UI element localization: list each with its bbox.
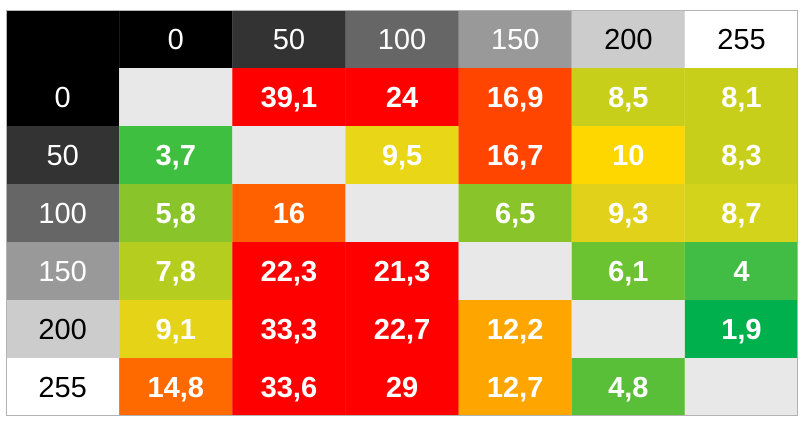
heatmap-corner (6, 10, 120, 68)
heatmap-cell (684, 68, 798, 126)
row-header-label: 0 (55, 82, 71, 114)
heatmap-cell (345, 358, 459, 416)
cell-value-label: 10 (612, 140, 644, 172)
heatmap-cell (458, 184, 572, 242)
row-header-cell (6, 68, 120, 126)
cell-value-label: 14,8 (147, 372, 203, 404)
cell-value-label: 12,7 (487, 372, 543, 404)
row-header-label: 255 (38, 372, 86, 404)
heatmap-cell (119, 68, 233, 126)
cell-value-label: 21,3 (374, 256, 430, 288)
heatmap-cell (458, 126, 572, 184)
heatmap-cell (684, 242, 798, 300)
heatmap-cell (571, 68, 685, 126)
cell-value-label: 4 (733, 256, 749, 288)
cell-value-label: 22,3 (261, 256, 317, 288)
column-header-label: 150 (491, 24, 539, 56)
cell-value-label: 8,3 (721, 140, 761, 172)
row-header-label: 200 (38, 314, 86, 346)
heatmap-cell (345, 300, 459, 358)
heatmap-cell (458, 242, 572, 300)
heatmap-border (6, 10, 798, 416)
cell-value-label: 9,1 (156, 314, 196, 346)
row-header-cell (6, 358, 120, 416)
column-header-cell (458, 10, 572, 68)
column-header-label: 0 (168, 24, 184, 56)
heatmap-cell (232, 358, 346, 416)
heatmap-cell (458, 68, 572, 126)
column-header-label: 50 (273, 24, 305, 56)
heatmap-cell (571, 300, 685, 358)
cell-value-label: 8,7 (721, 198, 761, 230)
row-header-label: 100 (38, 198, 86, 230)
heatmap-cell (458, 358, 572, 416)
heatmap-cell (232, 126, 346, 184)
heatmap-cell (119, 300, 233, 358)
heatmap-cell (119, 242, 233, 300)
cell-value-label: 16,7 (487, 140, 543, 172)
heatmap-cell (232, 184, 346, 242)
cell-value-label: 16 (273, 198, 305, 230)
heatmap-cell (345, 126, 459, 184)
cell-value-label: 33,3 (261, 314, 317, 346)
cell-value-label: 7,8 (156, 256, 196, 288)
column-header-label: 200 (604, 24, 652, 56)
heatmap-cell (571, 184, 685, 242)
heatmap-cell (458, 300, 572, 358)
row-header-cell (6, 242, 120, 300)
heatmap-cell (345, 242, 459, 300)
row-header-cell (6, 126, 120, 184)
column-header-label: 100 (378, 24, 426, 56)
column-header-cell (345, 10, 459, 68)
cell-value-label: 9,3 (608, 198, 648, 230)
cell-value-label: 8,5 (608, 82, 648, 114)
heatmap-cell (119, 184, 233, 242)
heatmap-cell (119, 358, 233, 416)
heatmap-cell (345, 68, 459, 126)
heatmap-cell (684, 184, 798, 242)
cell-value-label: 33,6 (261, 372, 317, 404)
column-header-cell (232, 10, 346, 68)
row-header-label: 150 (38, 256, 86, 288)
cell-value-label: 39,1 (261, 82, 317, 114)
heatmap-cell (571, 358, 685, 416)
heatmap-chart: 0 50 100 150 200 255 0 50 100 150 200 255 39,1 24 16,9… (6, 10, 798, 416)
row-header-cell (6, 300, 120, 358)
heatmap-cell (684, 358, 798, 416)
row-header-cell (6, 184, 120, 242)
column-header-cell (684, 10, 798, 68)
cell-value-label: 24 (386, 82, 418, 114)
cell-value-label: 9,5 (382, 140, 422, 172)
cell-value-label: 1,9 (721, 314, 761, 346)
heatmap-cell (232, 242, 346, 300)
heatmap-cell (345, 184, 459, 242)
heatmap-cell (684, 300, 798, 358)
cell-value-label: 29 (386, 372, 418, 404)
cell-value-label: 4,8 (608, 372, 648, 404)
cell-value-label: 6,5 (495, 198, 535, 230)
cell-value-label: 5,8 (156, 198, 196, 230)
cell-value-label: 3,7 (156, 140, 196, 172)
row-header-label: 50 (46, 140, 78, 172)
cell-value-label: 22,7 (374, 314, 430, 346)
heatmap-cell (232, 68, 346, 126)
cell-value-label: 12,2 (487, 314, 543, 346)
heatmap-cell (571, 242, 685, 300)
cell-value-label: 6,1 (608, 256, 648, 288)
column-header-cell (571, 10, 685, 68)
heatmap-cell (119, 126, 233, 184)
column-header-label: 255 (717, 24, 765, 56)
heatmap-cell (571, 126, 685, 184)
cell-value-label: 16,9 (487, 82, 543, 114)
cell-value-label: 8,1 (721, 82, 761, 114)
heatmap-cell (684, 126, 798, 184)
column-header-cell (119, 10, 233, 68)
heatmap-cell (232, 300, 346, 358)
